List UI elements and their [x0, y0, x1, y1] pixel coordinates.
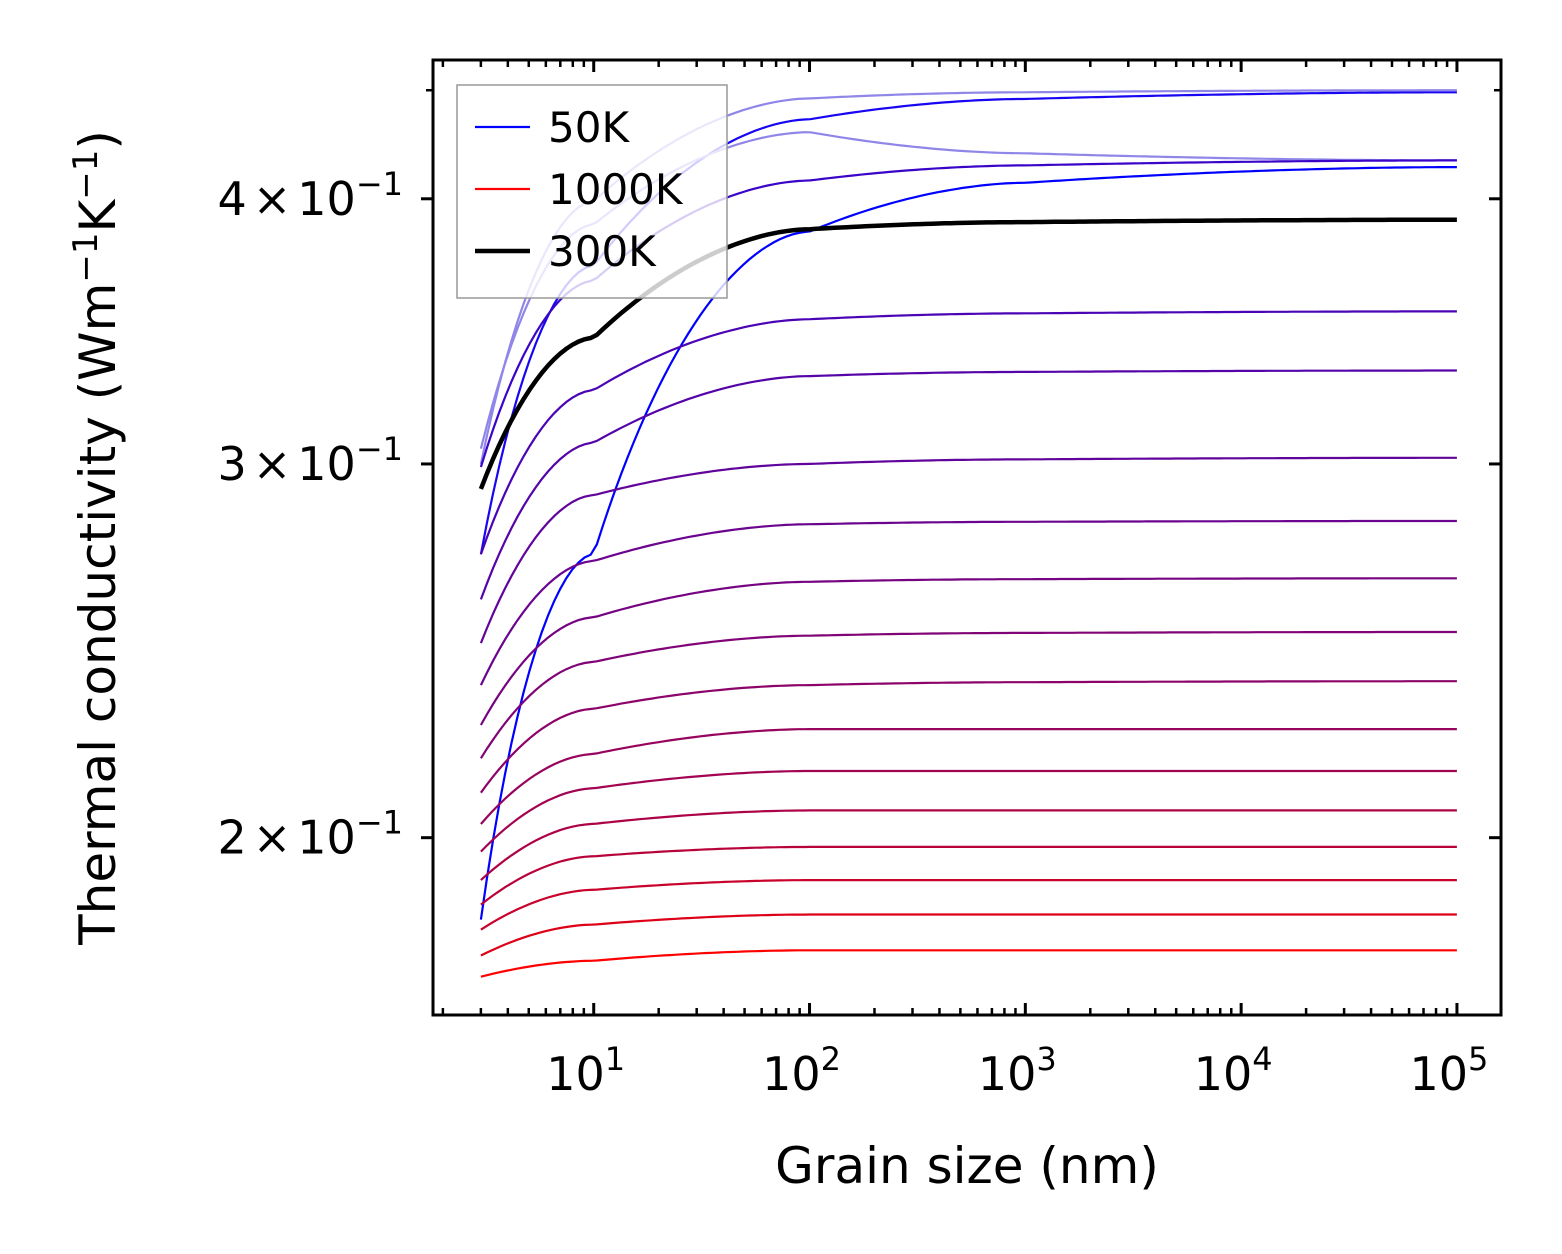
x-tick-exp: 2	[821, 1040, 841, 1078]
series-line-950K	[480, 913, 1457, 957]
y-tick-exp: −1	[356, 804, 403, 842]
y-tick-base: 10	[297, 811, 356, 865]
series-line-50K	[479, 166, 1457, 920]
y-tick-label: 4 × 10−1	[217, 165, 403, 226]
series-line-900K	[480, 879, 1457, 931]
y-tick-exp: −1	[356, 165, 403, 203]
y-tick-mantissa: 2	[217, 811, 246, 865]
x-tick-label: 102	[762, 1040, 841, 1101]
x-tick-label: 101	[546, 1040, 625, 1101]
x-tick-exp: 1	[605, 1040, 625, 1078]
y-axis-label-mid: K	[69, 199, 127, 233]
x-tick-exp: 5	[1468, 1040, 1488, 1078]
y-axis-label: Thermal conductivity (Wm−1K−1)	[66, 130, 127, 946]
y-tick-label: 2 × 10−1	[217, 804, 403, 865]
y-axis-label-sup1: −1	[66, 233, 106, 283]
x-tick-exp: 3	[1036, 1040, 1056, 1078]
y-axis-label-end: )	[69, 130, 127, 150]
x-tick-label: 105	[1409, 1040, 1488, 1101]
y-tick-base: 10	[297, 172, 356, 226]
y-tick-mantissa: 4	[217, 172, 246, 226]
y-tick-exp: −1	[356, 430, 403, 468]
x-tick-base: 10	[978, 1047, 1037, 1101]
x-tick-base: 10	[1194, 1047, 1253, 1101]
y-axis-label-main: Thermal conductivity (Wm	[69, 283, 127, 946]
x-tick-exp: 4	[1252, 1040, 1272, 1078]
y-tick-label: 3 × 10−1	[217, 430, 403, 491]
x-tick-label: 103	[978, 1040, 1057, 1101]
plot-area-frame	[431, 58, 1503, 1017]
legend-box	[456, 84, 728, 299]
legend-label: 300K	[548, 227, 657, 276]
x-axis-label: Grain size (nm)	[775, 1137, 1159, 1195]
x-tick-label: 104	[1194, 1040, 1273, 1101]
series-line-850K	[480, 845, 1457, 906]
y-tick-mantissa: 3	[217, 437, 246, 491]
series-line-700K	[480, 728, 1457, 825]
series-line-600K	[479, 630, 1457, 759]
series-line-550K	[479, 577, 1457, 726]
x-tick-base: 10	[546, 1047, 605, 1101]
series-line-1000K	[480, 949, 1457, 978]
y-tick-base: 10	[297, 437, 356, 491]
y-tick-times: ×	[253, 172, 292, 226]
y-tick-times: ×	[253, 437, 292, 491]
series-line-500K	[479, 519, 1457, 686]
x-tick-base: 10	[1409, 1047, 1468, 1101]
y-axis-label-sup2: −1	[66, 150, 106, 200]
legend-label: 1000K	[548, 165, 684, 214]
legend: 50K 1000K 300K	[456, 84, 728, 299]
series-line-750K	[480, 769, 1457, 853]
series-line-650K	[480, 680, 1457, 794]
legend-label: 50K	[548, 103, 630, 152]
y-tick-times: ×	[253, 811, 292, 865]
series-line-450K	[479, 456, 1457, 644]
series-line-350K	[479, 310, 1457, 555]
series-line-800K	[480, 809, 1457, 881]
series-line-400K	[479, 369, 1457, 600]
x-tick-base: 10	[762, 1047, 821, 1101]
